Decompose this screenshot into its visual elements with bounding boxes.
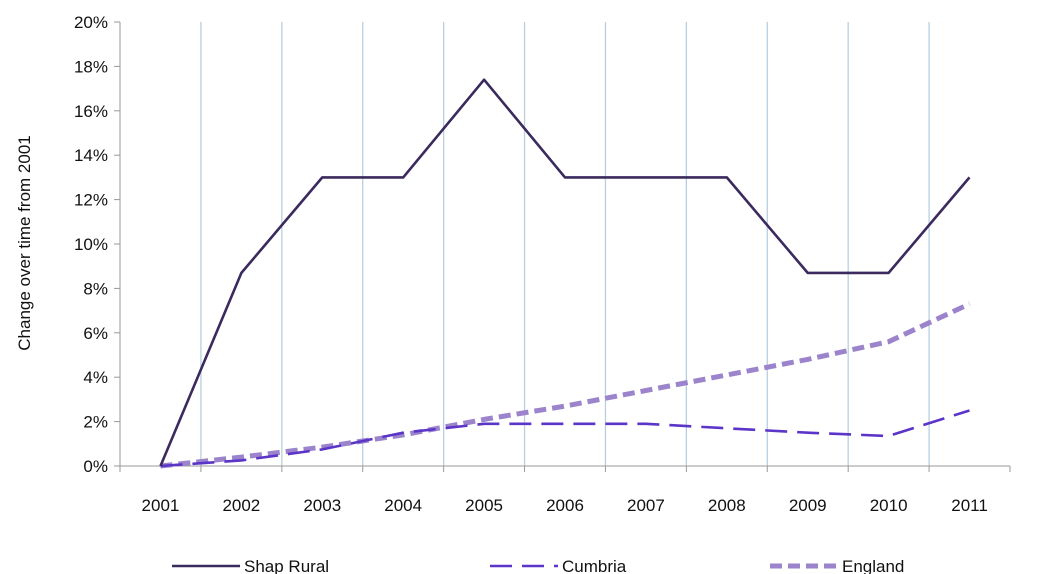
y-tick-label: 20%: [74, 13, 108, 32]
series-line-cumbria: [160, 409, 970, 468]
x-tick-label: 2010: [870, 496, 908, 515]
y-tick-label: 12%: [74, 191, 108, 210]
x-tick-label: 2007: [627, 496, 665, 515]
legend-label: England: [842, 557, 904, 574]
grid: [200, 22, 930, 466]
series-line-england: [160, 301, 971, 469]
series-line-shap-rural: [159, 78, 971, 467]
y-tick-label: 4%: [83, 368, 108, 387]
y-tick-label: 2%: [83, 413, 108, 432]
y-tick-label: 8%: [83, 279, 108, 298]
x-tick-label: 2011: [951, 496, 988, 515]
x-tick-label: 2006: [546, 496, 584, 515]
x-tick-labels: 2001 2002 2003 2004 2005 2006 2007 2008 2009 2010…: [142, 496, 988, 515]
x-tick-label: 2004: [384, 496, 422, 515]
y-tick-label: 16%: [74, 102, 108, 121]
y-tick-labels: 0% 2% 4% 6% 8% 10% 12% 14% 16% 18% 20%: [74, 13, 108, 476]
x-tick-label: 2008: [708, 496, 746, 515]
x-tick-label: 2002: [222, 496, 260, 515]
y-tick-label: 18%: [74, 57, 108, 76]
y-axis-title: Change over time from 2001: [15, 135, 34, 350]
axes: [114, 21, 1011, 472]
legend-label: Shap Rural: [244, 557, 329, 574]
y-tick-label: 14%: [74, 146, 108, 165]
x-tick-label: 2001: [142, 496, 180, 515]
legend: Shap Rural Cumbria England: [172, 557, 904, 574]
y-tick-label: 10%: [74, 235, 108, 254]
x-tick-label: 2009: [789, 496, 827, 515]
x-tick-label: 2005: [465, 496, 503, 515]
legend-label: Cumbria: [562, 557, 627, 574]
y-tick-label: 6%: [83, 324, 108, 343]
series-group: [159, 78, 971, 469]
y-tick-label: 0%: [83, 457, 108, 476]
x-tick-label: 2003: [303, 496, 341, 515]
